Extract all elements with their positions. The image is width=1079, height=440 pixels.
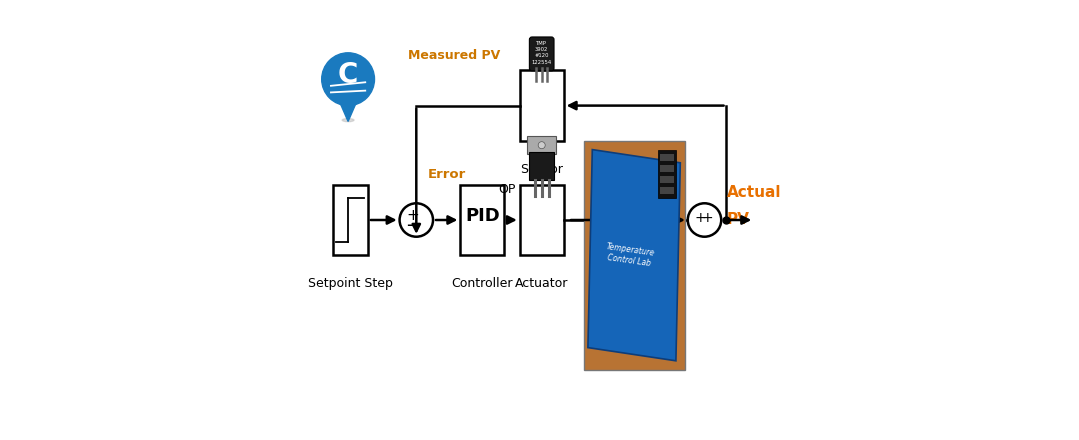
Bar — [660, 154, 673, 161]
Text: −: − — [406, 217, 421, 235]
Bar — [584, 141, 685, 370]
Bar — [660, 187, 673, 194]
Text: OP: OP — [497, 183, 515, 196]
Bar — [660, 176, 673, 183]
Bar — [332, 185, 368, 255]
Circle shape — [322, 53, 374, 106]
Text: +: + — [694, 211, 706, 225]
Bar — [461, 185, 504, 255]
Text: PV: PV — [726, 212, 750, 227]
Text: Measured PV: Measured PV — [408, 48, 500, 62]
Text: Temperature
Control Lab: Temperature Control Lab — [604, 242, 655, 268]
Circle shape — [538, 142, 545, 149]
Text: Actual: Actual — [726, 185, 781, 200]
Text: Actuator: Actuator — [515, 277, 569, 290]
Text: Error: Error — [427, 168, 465, 181]
Bar — [528, 136, 556, 154]
Polygon shape — [331, 82, 366, 121]
Bar — [520, 185, 563, 255]
Bar — [658, 150, 675, 198]
Bar — [530, 152, 554, 180]
Text: +: + — [407, 208, 419, 223]
Bar — [660, 165, 673, 172]
Text: PID: PID — [465, 207, 500, 224]
FancyBboxPatch shape — [530, 37, 554, 71]
Text: Controller: Controller — [451, 277, 513, 290]
Text: Sensor: Sensor — [520, 163, 563, 176]
Bar — [520, 70, 563, 141]
Polygon shape — [588, 150, 680, 361]
Text: C: C — [338, 61, 358, 89]
Text: Setpoint Step: Setpoint Step — [308, 277, 393, 290]
Ellipse shape — [342, 118, 354, 122]
Text: TMP
3902
#120
122554: TMP 3902 #120 122554 — [532, 41, 551, 65]
Text: +: + — [701, 211, 713, 225]
